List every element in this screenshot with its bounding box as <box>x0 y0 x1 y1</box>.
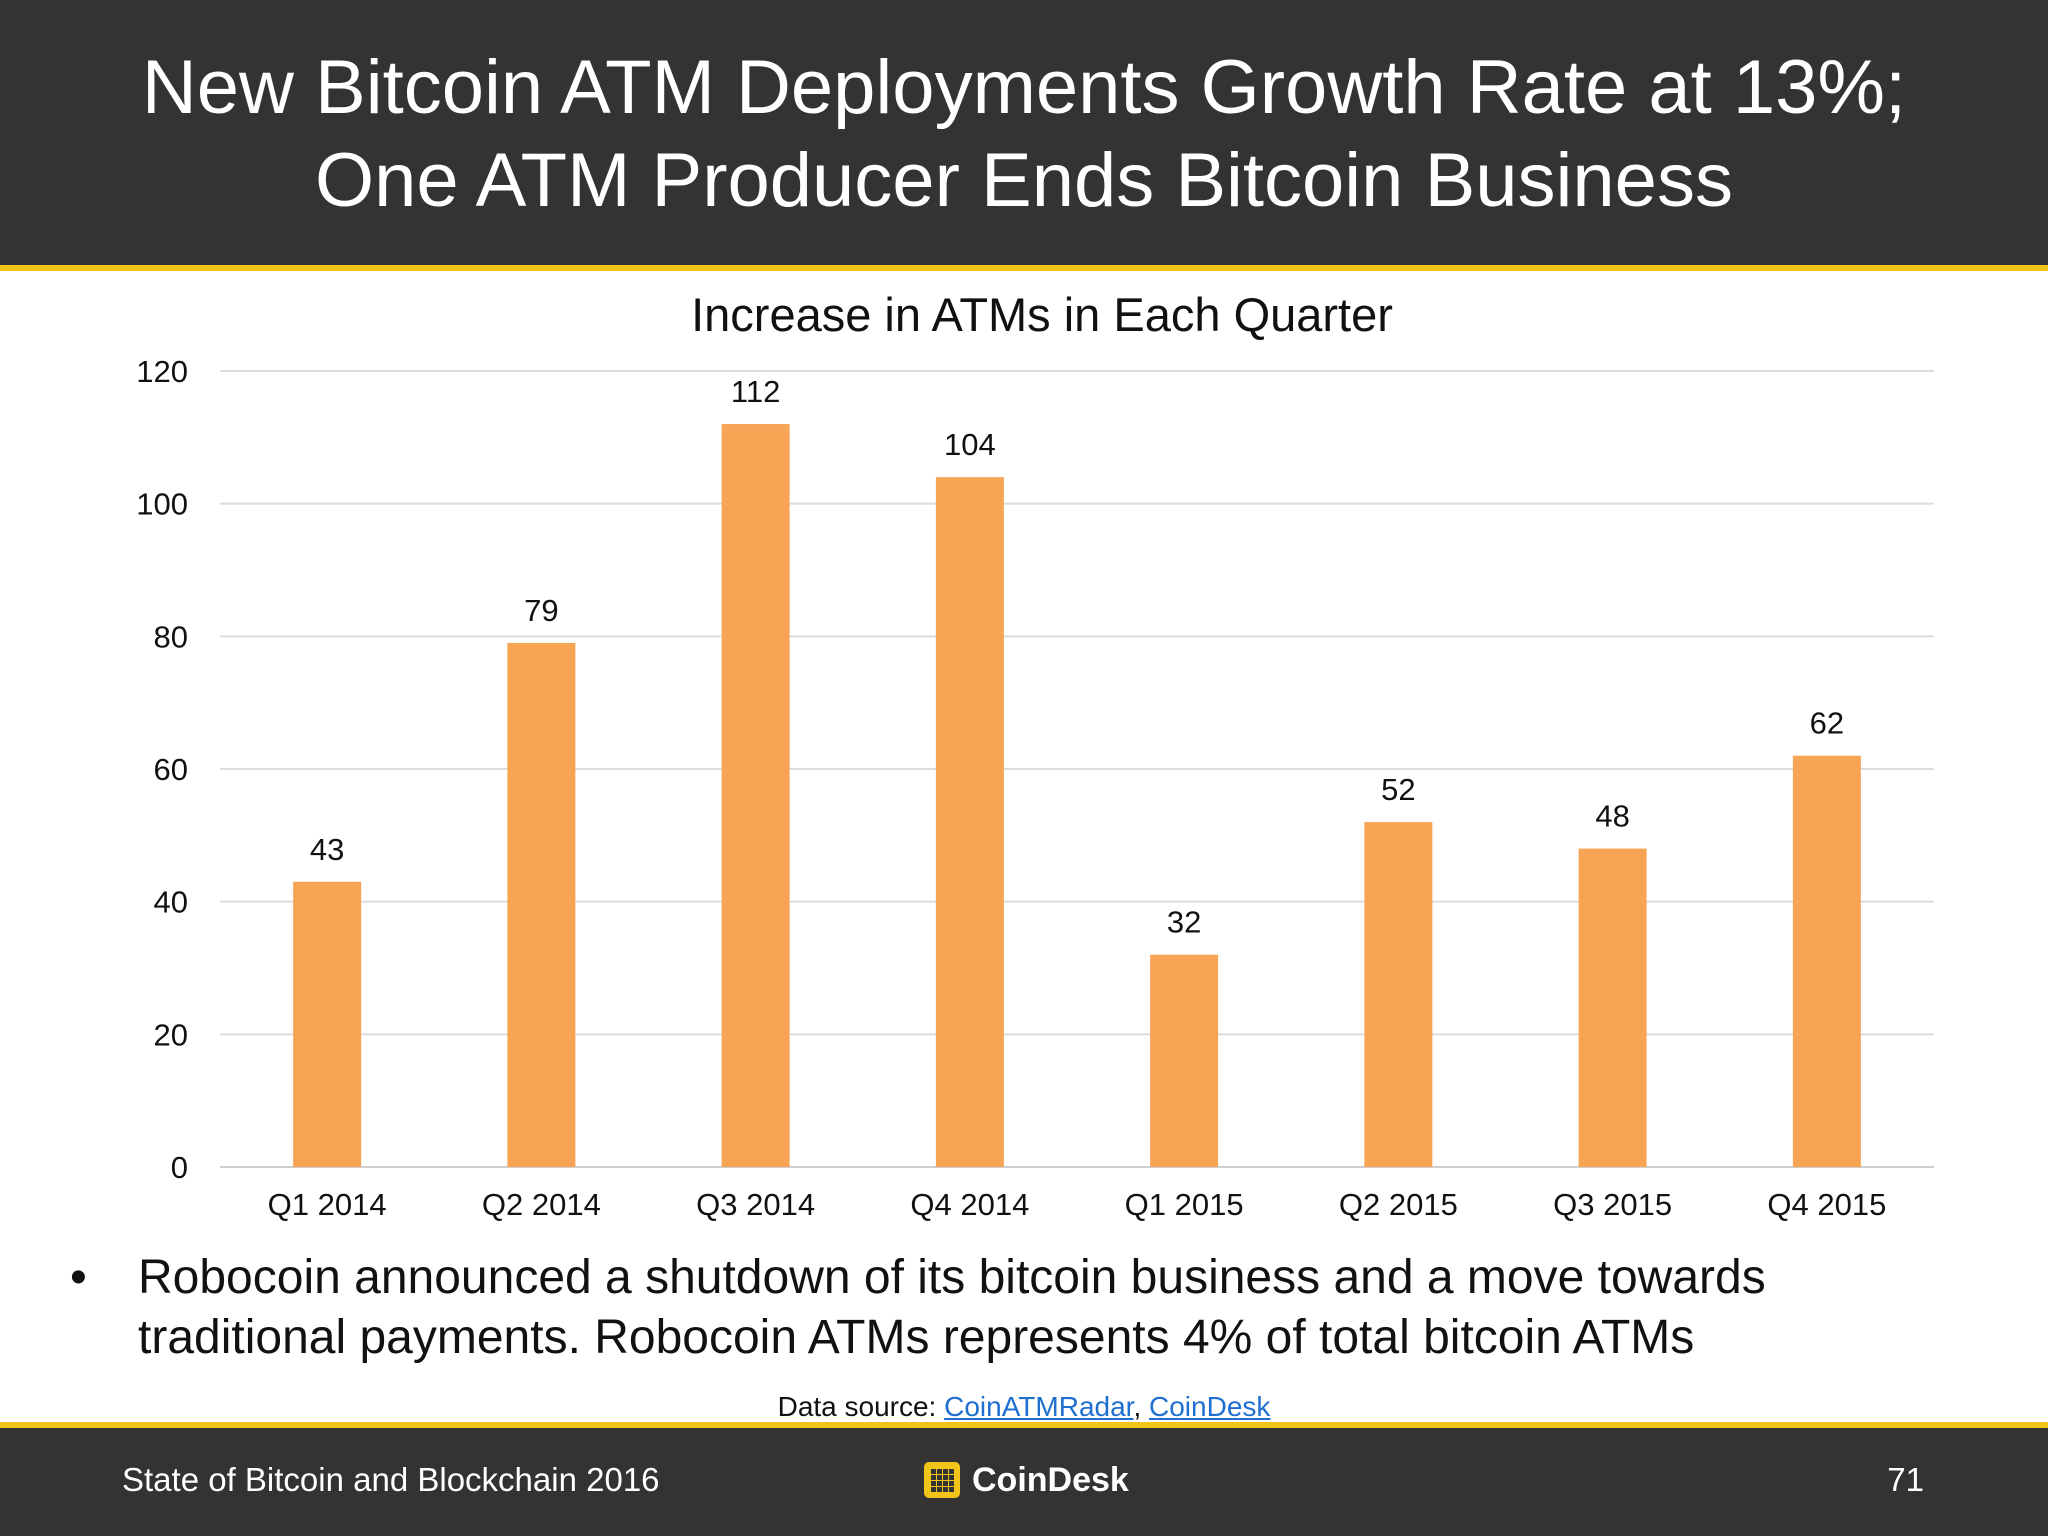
logo-mark-dot <box>949 1475 954 1480</box>
bar-q3-2015 <box>1578 848 1647 1167</box>
slide-title-line-2: One ATM Producer Ends Bitcoin Business <box>315 138 1733 223</box>
coindesk-logo-text: CoinDesk <box>972 1461 1129 1499</box>
footer-accent-bar <box>0 1422 2048 1428</box>
y-tick-label: 40 <box>154 885 188 920</box>
page-number: 71 <box>1887 1461 1924 1498</box>
data-label: 79 <box>524 593 558 628</box>
logo-mark-dot <box>943 1481 948 1486</box>
data-source-prefix: Data source: <box>777 1391 945 1422</box>
chart-bars <box>293 424 1861 1168</box>
x-tick-label: Q1 2014 <box>268 1187 387 1222</box>
chart-gridlines <box>220 370 1934 1168</box>
bar-q4-2015 <box>1792 755 1861 1167</box>
bullet-text-line-2: traditional payments. Robocoin ATMs repr… <box>138 1311 1695 1364</box>
coindesk-link[interactable]: CoinDesk <box>1149 1391 1271 1422</box>
header-accent-bar <box>0 265 2048 271</box>
coinatmradar-link[interactable]: CoinATMRadar <box>944 1391 1134 1422</box>
y-axis-tick-labels: 0 20 40 60 80 100 120 <box>136 354 188 1185</box>
bar-q4-2014 <box>935 477 1004 1168</box>
slide-title-line-1: New Bitcoin ATM Deployments Growth Rate … <box>141 45 1907 130</box>
y-tick-label: 100 <box>136 487 188 522</box>
data-label: 52 <box>1381 772 1415 807</box>
logo-mark-dot <box>931 1475 936 1480</box>
data-label: 104 <box>944 427 996 462</box>
data-source-separator: , <box>1133 1391 1150 1422</box>
chart-svg: Increase in ATMs in Each Quarter 0 20 40 60… <box>136 288 1934 1222</box>
x-tick-label: Q2 2014 <box>482 1187 601 1222</box>
x-tick-label: Q4 2014 <box>910 1187 1029 1222</box>
logo-mark-dot <box>943 1469 948 1474</box>
logo-mark-dot <box>949 1469 954 1474</box>
y-tick-label: 20 <box>154 1017 188 1052</box>
data-source: Data source: CoinATMRadar, CoinDesk <box>0 1390 2048 1424</box>
slide-footer: State of Bitcoin and Blockchain 2016 Coi… <box>0 1428 2048 1536</box>
logo-mark-dot <box>937 1487 942 1492</box>
x-tick-label: Q4 2015 <box>1767 1187 1886 1222</box>
coindesk-logo-icon <box>924 1462 960 1498</box>
logo-mark-dot <box>931 1481 936 1486</box>
data-label: 48 <box>1595 799 1629 834</box>
chart-data-labels: 43 79 112 104 32 52 48 62 <box>310 374 1844 940</box>
bar-q2-2015 <box>1364 822 1433 1167</box>
bar-q2-2014 <box>507 642 576 1167</box>
logo-mark-dot <box>949 1487 954 1492</box>
y-tick-label: 120 <box>136 354 188 389</box>
footer-report-title: State of Bitcoin and Blockchain 2016 <box>122 1461 660 1498</box>
slide-header: New Bitcoin ATM Deployments Growth Rate … <box>0 0 2048 265</box>
logo-mark-dot <box>931 1469 936 1474</box>
logo-mark-dot <box>937 1469 942 1474</box>
bar-q1-2015 <box>1150 954 1219 1167</box>
bar-chart: Increase in ATMs in Each Quarter 0 20 40 60… <box>0 271 2048 1251</box>
logo-mark-dot <box>937 1475 942 1480</box>
bullet-text-line-1: Robocoin announced a shutdown of its bit… <box>138 1251 1766 1304</box>
y-tick-label: 0 <box>171 1150 188 1185</box>
bar-q1-2014 <box>293 881 362 1167</box>
bar-q3-2014 <box>721 424 790 1167</box>
bullet-text: Robocoin announced a shutdown of its bit… <box>138 1248 1958 1368</box>
x-tick-label: Q1 2015 <box>1125 1187 1244 1222</box>
logo-mark-dot <box>943 1475 948 1480</box>
x-axis-tick-labels: Q1 2014 Q2 2014 Q3 2014 Q4 2014 Q1 2015 Q2 20… <box>268 1187 1887 1222</box>
logo-mark-dot <box>943 1487 948 1492</box>
y-tick-label: 60 <box>154 752 188 787</box>
data-label: 112 <box>731 374 780 409</box>
x-tick-label: Q3 2015 <box>1553 1187 1672 1222</box>
x-tick-label: Q3 2014 <box>696 1187 815 1222</box>
logo-mark-dot <box>937 1481 942 1486</box>
y-tick-label: 80 <box>154 619 188 654</box>
logo-mark-dot <box>949 1481 954 1486</box>
data-label: 32 <box>1167 905 1201 940</box>
x-tick-label: Q2 2015 <box>1339 1187 1458 1222</box>
chart-title: Increase in ATMs in Each Quarter <box>691 288 1393 341</box>
bullet-marker: • <box>70 1251 87 1304</box>
logo-mark-dot <box>931 1487 936 1492</box>
data-label: 43 <box>310 832 344 867</box>
data-label: 62 <box>1810 706 1844 741</box>
